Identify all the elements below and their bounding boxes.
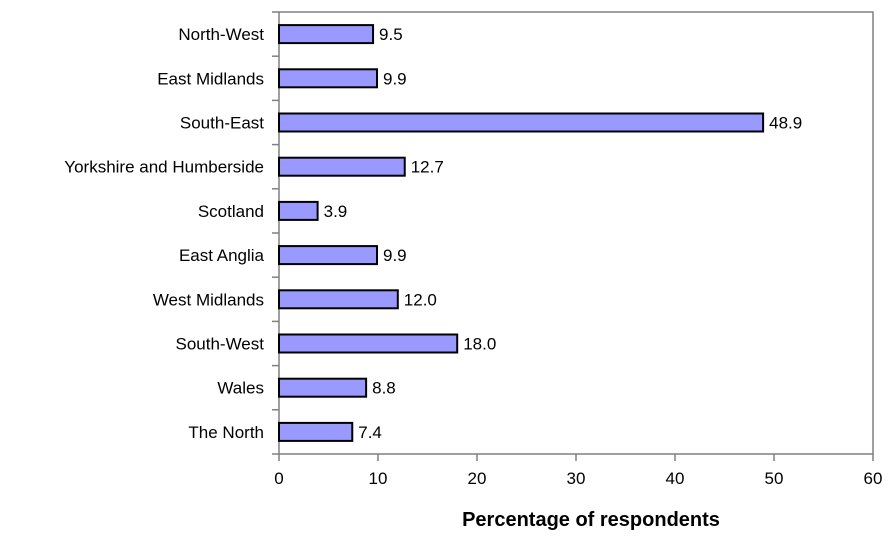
x-tick-label: 50	[765, 469, 784, 488]
bar-north-west	[278, 24, 375, 45]
data-label: 12.0	[404, 290, 437, 309]
x-tick-label: 0	[274, 469, 283, 488]
category-label: East Anglia	[179, 246, 265, 265]
bar-scotland	[278, 200, 319, 221]
data-label: 7.4	[358, 423, 382, 442]
data-label: 18.0	[463, 335, 496, 354]
bar-west-midlands	[278, 289, 399, 310]
data-label: 9.5	[379, 25, 403, 44]
data-label: 48.9	[769, 114, 802, 133]
category-label: West Midlands	[153, 290, 264, 309]
data-label: 9.9	[383, 246, 407, 265]
data-label: 12.7	[411, 158, 444, 177]
data-label: 9.9	[383, 69, 407, 88]
x-axis-title: Percentage of respondents	[462, 509, 720, 531]
x-tick-label: 10	[369, 469, 388, 488]
x-tick-label: 60	[864, 469, 883, 488]
bar-series	[278, 24, 765, 442]
bar-south-west	[278, 333, 459, 354]
data-label: 3.9	[324, 202, 348, 221]
bar-yorkshire-and-humberside	[278, 156, 406, 177]
category-labels: North-West East Midlands South-East Yorkshi…	[64, 25, 264, 442]
category-label: East Midlands	[157, 69, 264, 88]
data-labels: 9.5 9.9 48.9 12.7 3.9 9.9 12.0 18.0 8.8 7.4	[324, 25, 803, 442]
category-label: Yorkshire and Humberside	[64, 158, 264, 177]
category-label: The North	[188, 423, 264, 442]
category-label: Scotland	[198, 202, 264, 221]
category-label: Wales	[217, 379, 264, 398]
x-axis: 0 10 20 30 40 50 60	[274, 454, 882, 488]
category-label: North-West	[178, 25, 264, 44]
x-tick-label: 40	[666, 469, 685, 488]
x-tick-label: 20	[468, 469, 487, 488]
bar-east-midlands	[278, 68, 379, 89]
category-label: South-East	[180, 114, 264, 133]
x-tick-label: 30	[567, 469, 586, 488]
bar-east-anglia	[278, 245, 379, 266]
bar-the-north	[278, 421, 354, 442]
category-label: South-West	[175, 335, 264, 354]
bar-south-east	[278, 112, 765, 133]
bar-wales	[278, 377, 368, 398]
data-label: 8.8	[372, 379, 396, 398]
